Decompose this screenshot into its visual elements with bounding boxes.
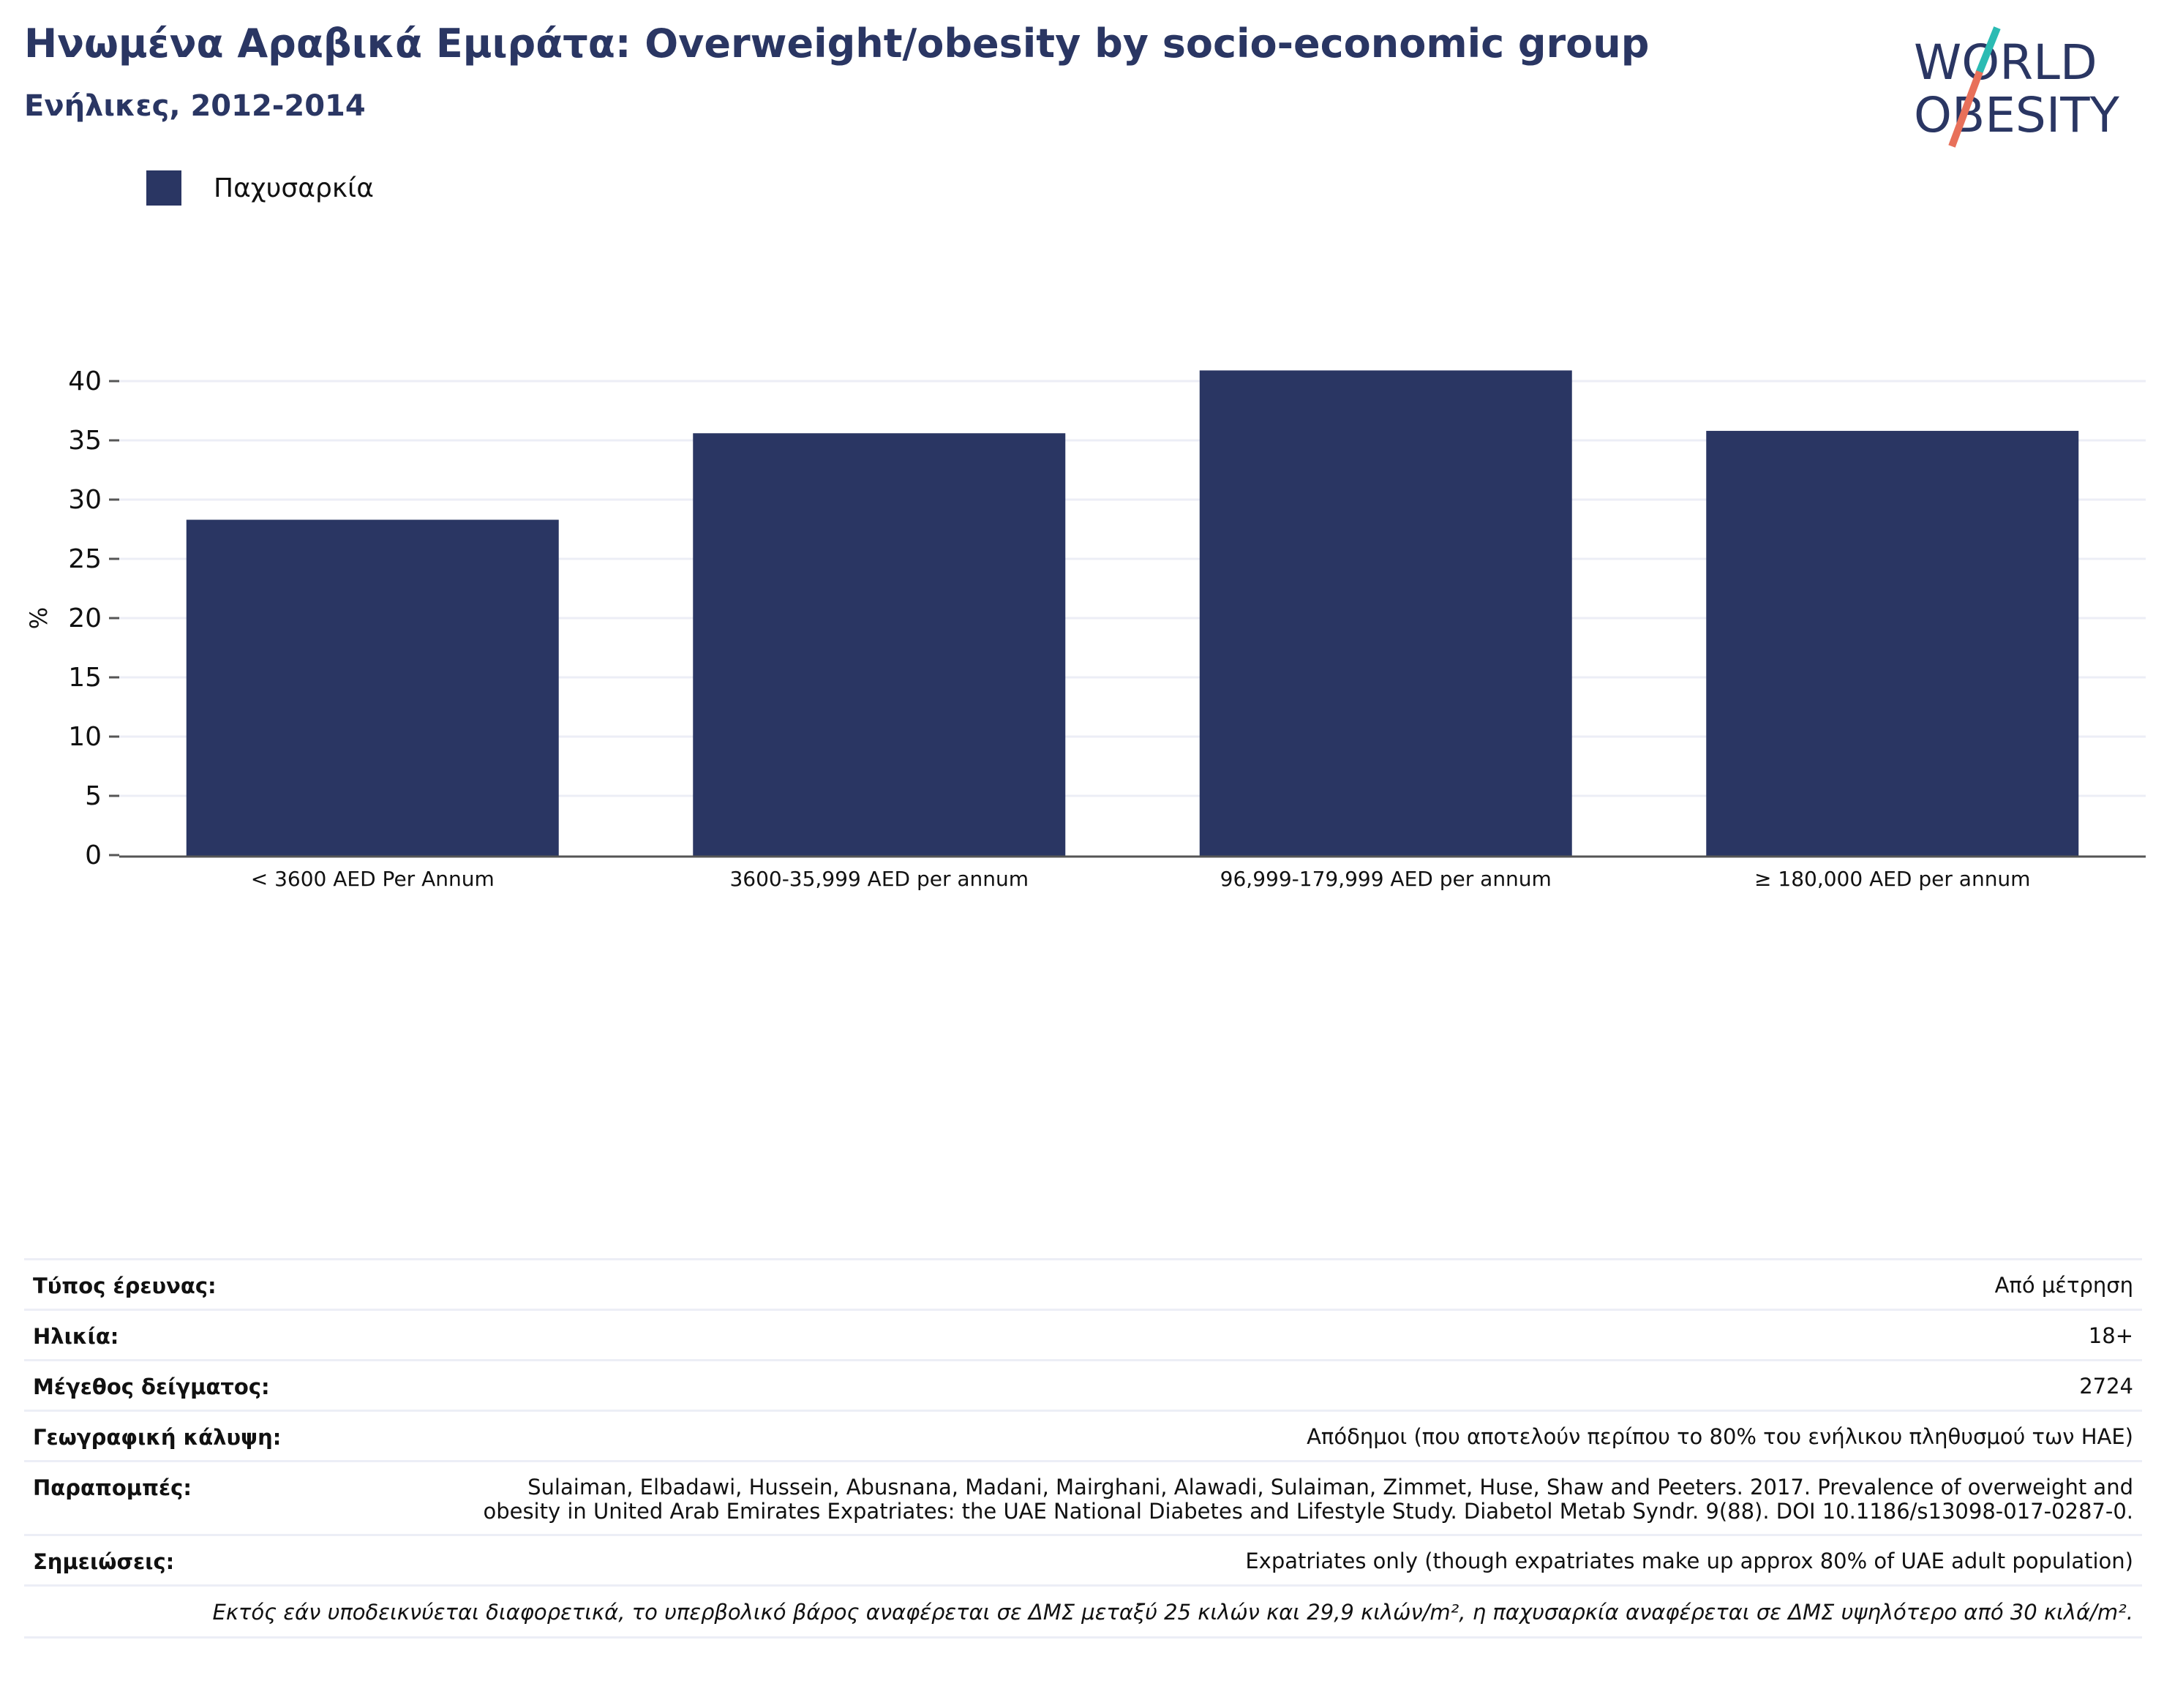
x-tick-label: 3600-35,999 AED per annum	[729, 867, 1029, 891]
info-value: Expatriates only (though expatriates mak…	[1245, 1549, 2133, 1573]
y-tick-label: 5	[85, 781, 102, 811]
info-row: Σημειώσεις: Expatriates only (though expa…	[24, 1534, 2142, 1584]
info-row: Ηλικία: 18+	[24, 1309, 2142, 1359]
y-tick-label: 10	[68, 722, 102, 752]
info-key: Ηλικία:	[33, 1324, 119, 1349]
info-key: Τύπος έρευνας:	[33, 1274, 217, 1298]
info-key: Παραπομπές:	[33, 1475, 192, 1500]
info-value: Από μέτρηση	[1994, 1273, 2133, 1298]
logo-word-obesity: OBESITY	[1914, 87, 2120, 143]
bar-3	[1706, 431, 2079, 857]
info-row: Γεωγραφική κάλυψη: Απόδημοι (που αποτελού…	[24, 1410, 2142, 1460]
info-value: Απόδημοι (που αποτελούν περίπου το 80% τ…	[1307, 1424, 2133, 1449]
x-tick-label: < 3600 AED Per Annum	[251, 867, 495, 891]
y-tick-label: 0	[85, 840, 102, 870]
x-tick-label: ≥ 180,000 AED per annum	[1754, 867, 2030, 891]
info-row: Τύπος έρευνας: Από μέτρηση	[24, 1258, 2142, 1309]
info-key: Σημειώσεις:	[33, 1549, 175, 1574]
y-axis-ticks: 0 5 10 15 20 25 30 35 40	[68, 366, 119, 870]
bars	[186, 370, 2079, 857]
chart-legend: Παχυσαρκία	[146, 170, 374, 206]
bar-0	[186, 519, 559, 857]
chart-title: Ηνωμένα Αραβικά Εμιράτα: Overweight/obes…	[24, 20, 1650, 67]
chart-subtitle: Ενήλικες, 2012-2014	[24, 89, 366, 123]
y-tick-label: 20	[68, 603, 102, 633]
logo-slash-top	[1975, 26, 2001, 75]
y-tick-label: 25	[68, 544, 102, 574]
info-row: Μέγεθος δείγματος: 2724	[24, 1359, 2142, 1410]
info-value: 2724	[2079, 1374, 2133, 1399]
bar-2	[1199, 370, 1572, 857]
x-axis-labels: < 3600 AED Per Annum 3600-35,999 AED per …	[251, 867, 2031, 891]
info-key: Γεωγραφική κάλυψη:	[33, 1425, 282, 1450]
bar-1	[693, 433, 1066, 857]
x-tick-label: 96,999-179,999 AED per annum	[1220, 867, 1552, 891]
info-key: Μέγεθος δείγματος:	[33, 1374, 270, 1399]
y-tick-label: 35	[68, 426, 102, 456]
footnote: Εκτός εάν υποδεικνύεται διαφορετικά, το …	[24, 1584, 2142, 1639]
legend-label: Παχυσαρκία	[214, 173, 374, 203]
legend-swatch	[146, 170, 181, 206]
y-axis-label: %	[25, 607, 53, 629]
info-row: Παραπομπές: Sulaiman, Elbadawi, Hussein, …	[24, 1460, 2142, 1534]
y-tick-label: 40	[68, 366, 102, 396]
bar-chart: 0 5 10 15 20 25 30 35 40 < 3600 AED Per Annum 360…	[25, 366, 2146, 891]
y-tick-label: 30	[68, 485, 102, 515]
world-obesity-logo: WORLD OBESITY	[1914, 26, 2120, 148]
y-tick-label: 15	[68, 663, 102, 693]
survey-info-table: Τύπος έρευνας: Από μέτρηση Ηλικία: 18+ Μέγεθ…	[24, 1258, 2142, 1639]
info-value: Sulaiman, Elbadawi, Hussein, Abusnana, M…	[483, 1475, 2133, 1524]
info-value: 18+	[2088, 1323, 2133, 1348]
logo-word-world: WORLD	[1914, 34, 2097, 91]
logo-slash-bottom	[1948, 70, 1983, 148]
